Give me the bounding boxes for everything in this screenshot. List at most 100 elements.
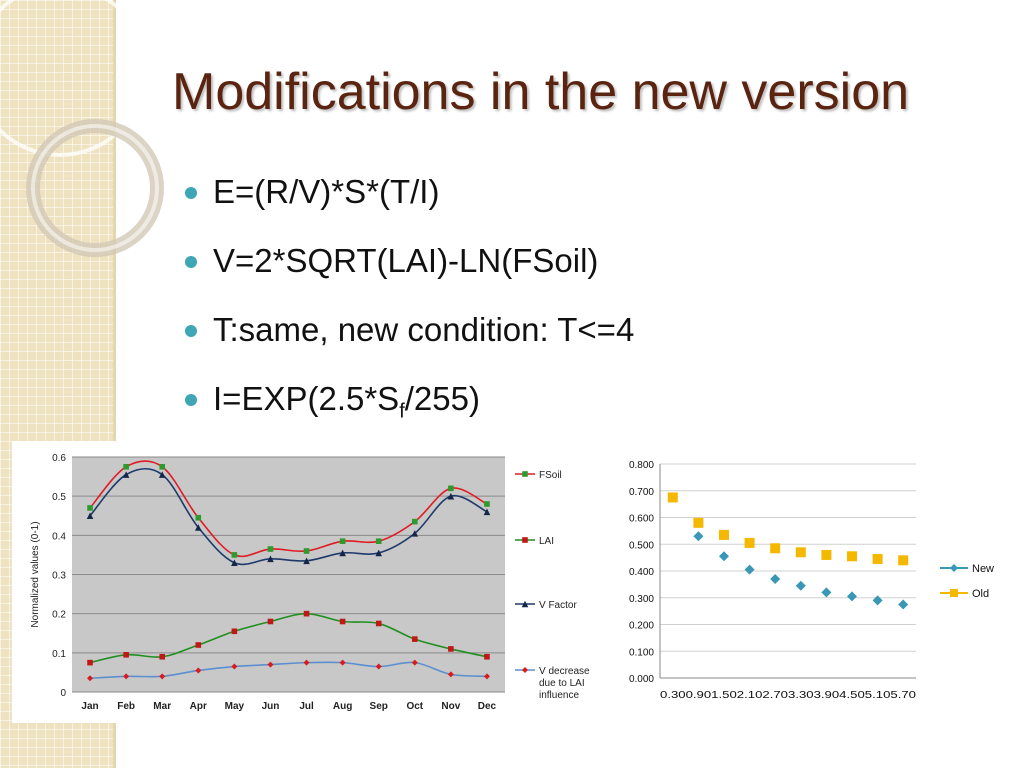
y-axis-label: Normalized values (0-1) <box>30 521 41 627</box>
data-point <box>693 517 704 528</box>
legend-marker <box>522 471 528 477</box>
data-point <box>158 471 166 478</box>
data-point <box>821 549 832 560</box>
sidebar-edge <box>113 0 116 768</box>
data-point <box>483 508 491 516</box>
data-point <box>303 548 310 554</box>
bullet-dot-icon <box>185 325 197 337</box>
x-tick-label: 4.50 <box>839 690 865 701</box>
legend-marker <box>950 564 958 572</box>
data-point <box>375 663 382 670</box>
slide-title: Modifications in the new version <box>172 63 910 121</box>
bullet-list: E=(R/V)*S*(T/I) V=2*SQRT(LAI)-LN(FSoil) … <box>185 173 634 449</box>
data-point <box>231 559 238 567</box>
legend-marker <box>950 589 958 597</box>
x-tick-label: Jan <box>81 701 98 712</box>
scatter-chart-panel: 0.000 0.100 0.200 0.300 0.400 0.500 0.600 0.700… <box>618 448 1014 710</box>
x-tick-label: Apr <box>190 701 207 712</box>
data-point <box>159 653 166 660</box>
data-point <box>87 675 94 682</box>
legend-label: influence <box>539 690 579 701</box>
data-point <box>267 546 274 552</box>
monthly-line-chart: 0 0.1 0.2 0.3 0.4 0.5 0.6 Jan Feb Mar Apr May Jun Jul… <box>30 453 590 712</box>
legend-marker <box>522 667 528 673</box>
data-point <box>770 574 781 585</box>
data-point <box>667 492 678 503</box>
data-point <box>744 564 755 575</box>
data-point <box>303 610 310 617</box>
bullet-text: V=2*SQRT(LAI)-LN(FSoil) <box>213 242 599 279</box>
data-point <box>411 530 419 537</box>
x-tick-label: 1.50 <box>711 690 737 701</box>
data-point <box>448 646 454 652</box>
bullet-item: V=2*SQRT(LAI)-LN(FSoil) <box>185 242 634 311</box>
data-point <box>847 551 857 562</box>
data-point <box>447 671 454 678</box>
bullet-item: E=(R/V)*S*(T/I) <box>185 173 634 242</box>
y-tick-label: 0.800 <box>629 460 654 471</box>
data-point <box>231 663 238 670</box>
x-tick-label: Feb <box>117 701 135 712</box>
data-point <box>411 636 418 642</box>
data-point <box>159 463 166 470</box>
series-line <box>89 612 488 664</box>
data-point <box>483 673 490 680</box>
x-tick-label: 2.70 <box>762 690 788 701</box>
series-line <box>89 467 488 566</box>
series-line <box>89 460 488 558</box>
data-point <box>719 529 729 540</box>
y-tick-label: 0.700 <box>629 487 654 498</box>
data-point <box>795 547 806 558</box>
y-tick-label: 0.5 <box>52 492 66 503</box>
x-tick-label: 3.90 <box>814 690 840 701</box>
scatter-chart: 0.000 0.100 0.200 0.300 0.400 0.500 0.600 0.700… <box>629 460 994 701</box>
y-tick-label: 0.400 <box>629 567 654 578</box>
bullet-dot-icon <box>185 187 197 199</box>
data-point <box>123 651 129 658</box>
y-tick-label: 0 <box>60 688 66 699</box>
x-tick-label: Mar <box>153 701 171 712</box>
x-tick-label: 0.90 <box>686 690 712 701</box>
x-tick-label: 5.10 <box>865 690 891 701</box>
data-point <box>872 595 883 606</box>
bullet-item: I=EXP(2.5*Sf/255) <box>185 380 634 449</box>
data-point <box>303 659 310 666</box>
data-point <box>795 580 806 591</box>
y-tick-label: 0.000 <box>629 674 654 685</box>
data-point <box>375 538 382 545</box>
x-tick-label: 3.30 <box>788 690 814 701</box>
data-point <box>447 492 455 500</box>
data-point <box>231 552 238 558</box>
bullet-text: E=(R/V)*S*(T/I) <box>213 173 440 210</box>
y-tick-label: 0.4 <box>52 531 66 542</box>
data-point <box>339 659 346 666</box>
x-tick-label: 0.30 <box>660 690 686 701</box>
bullet-text-end: /255) <box>404 380 480 417</box>
bullet-dot-icon <box>185 256 197 268</box>
x-tick-label: Dec <box>478 701 497 712</box>
y-tick-label: 0.100 <box>629 647 654 658</box>
x-tick-label: Jun <box>262 701 280 712</box>
bullet-dot-icon <box>185 394 197 406</box>
legend-marker <box>522 537 528 543</box>
series-line <box>89 661 488 680</box>
data-point <box>484 653 490 660</box>
data-point <box>231 628 238 635</box>
y-tick-label: 0.2 <box>52 610 66 621</box>
x-tick-label: Jul <box>299 701 314 712</box>
legend-label: due to LAI <box>539 678 585 689</box>
data-point <box>87 659 93 666</box>
legend-marker <box>521 600 529 608</box>
bullet-item: T:same, new condition: T<=4 <box>185 311 634 380</box>
bullet-subscript: f <box>399 400 405 423</box>
data-point <box>339 618 346 625</box>
data-point <box>898 599 909 610</box>
y-tick-label: 0.1 <box>52 649 66 660</box>
data-point <box>195 667 202 674</box>
legend-label: FSoil <box>539 470 562 481</box>
data-point <box>744 537 755 548</box>
y-tick-label: 0.200 <box>629 621 654 632</box>
data-point <box>719 551 729 562</box>
data-point <box>194 524 202 531</box>
legend-label: New <box>972 563 994 575</box>
